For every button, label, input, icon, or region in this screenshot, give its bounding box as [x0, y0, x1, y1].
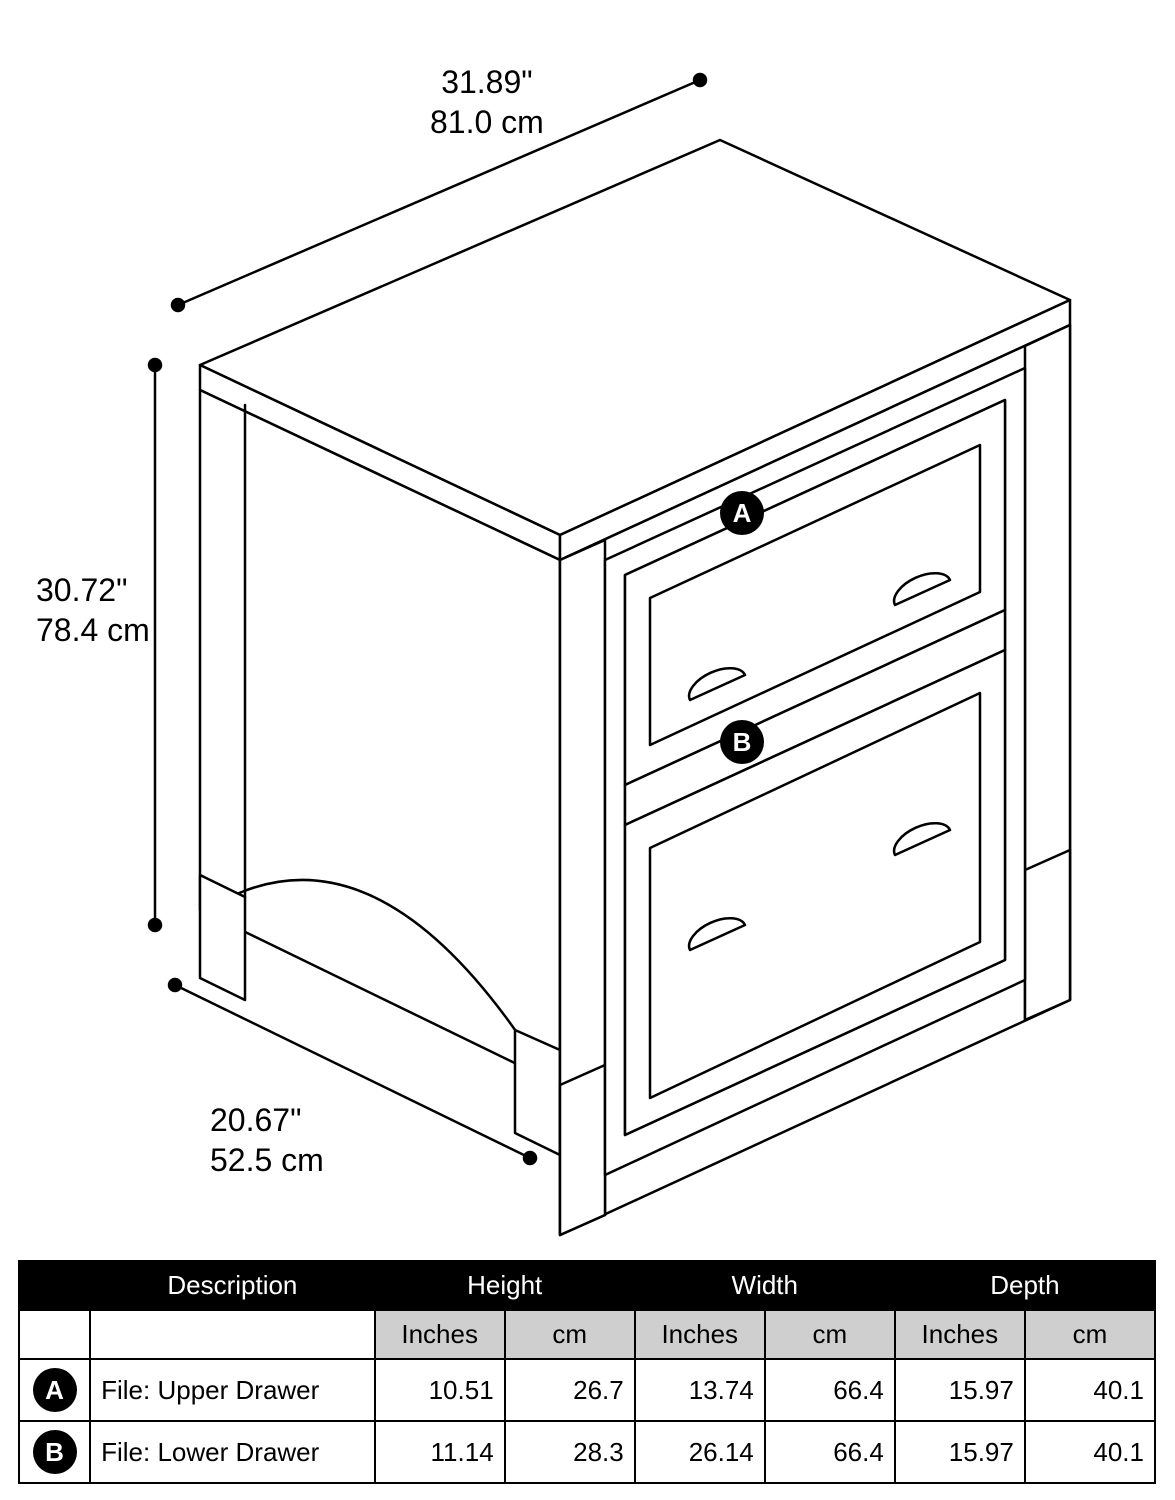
row-b-h-cm: 28.3	[505, 1421, 635, 1483]
row-a-d-cm: 40.1	[1025, 1359, 1155, 1421]
table-subheader-row: Inches cm Inches cm Inches cm	[19, 1310, 1155, 1359]
row-a-badge-cell: A	[19, 1359, 90, 1421]
badge-a: A	[720, 491, 764, 535]
height-cm: 78.4 cm	[36, 610, 150, 650]
depth-inches: 20.67"	[210, 1100, 324, 1140]
th-depth-cm: cm	[1025, 1310, 1155, 1359]
row-a-d-in: 15.97	[895, 1359, 1025, 1421]
row-b-badge-cell: B	[19, 1421, 90, 1483]
th-height-in: Inches	[375, 1310, 505, 1359]
dimensions-table: Description Height Width Depth Inches cm…	[18, 1260, 1156, 1484]
badge-b: B	[720, 720, 764, 764]
cabinet-drawing	[0, 0, 1175, 1260]
row-a-w-cm: 66.4	[765, 1359, 895, 1421]
th-height: Height	[375, 1261, 635, 1310]
row-b-w-cm: 66.4	[765, 1421, 895, 1483]
table-row: B File: Lower Drawer 11.14 28.3 26.14 66…	[19, 1421, 1155, 1483]
depth-label: 20.67" 52.5 cm	[210, 1100, 324, 1180]
row-b-d-in: 15.97	[895, 1421, 1025, 1483]
th-width-cm: cm	[765, 1310, 895, 1359]
row-a-desc: File: Upper Drawer	[90, 1359, 375, 1421]
table-row: A File: Upper Drawer 10.51 26.7 13.74 66…	[19, 1359, 1155, 1421]
row-a-h-in: 10.51	[375, 1359, 505, 1421]
badge-b-letter: B	[733, 727, 752, 758]
diagram-area: 31.89" 81.0 cm 30.72" 78.4 cm 20.67" 52.…	[0, 0, 1175, 1260]
width-cm: 81.0 cm	[430, 102, 544, 142]
th-width-in: Inches	[635, 1310, 765, 1359]
depth-cm: 52.5 cm	[210, 1140, 324, 1180]
row-a-w-in: 13.74	[635, 1359, 765, 1421]
height-label: 30.72" 78.4 cm	[36, 570, 150, 650]
th-description: Description	[90, 1261, 375, 1310]
th-sub-blank1	[19, 1310, 90, 1359]
height-inches: 30.72"	[36, 570, 150, 610]
row-b-desc: File: Lower Drawer	[90, 1421, 375, 1483]
width-inches: 31.89"	[430, 62, 544, 102]
th-height-cm: cm	[505, 1310, 635, 1359]
th-sub-blank2	[90, 1310, 375, 1359]
th-depth: Depth	[895, 1261, 1155, 1310]
th-blank	[19, 1261, 90, 1310]
th-width: Width	[635, 1261, 895, 1310]
row-a-h-cm: 26.7	[505, 1359, 635, 1421]
width-label: 31.89" 81.0 cm	[430, 62, 544, 142]
badge-a-letter: A	[733, 498, 752, 529]
table-header-row: Description Height Width Depth	[19, 1261, 1155, 1310]
row-b-w-in: 26.14	[635, 1421, 765, 1483]
row-b-h-in: 11.14	[375, 1421, 505, 1483]
row-a-badge: A	[33, 1368, 77, 1412]
th-depth-in: Inches	[895, 1310, 1025, 1359]
row-b-d-cm: 40.1	[1025, 1421, 1155, 1483]
row-b-badge: B	[33, 1430, 77, 1474]
